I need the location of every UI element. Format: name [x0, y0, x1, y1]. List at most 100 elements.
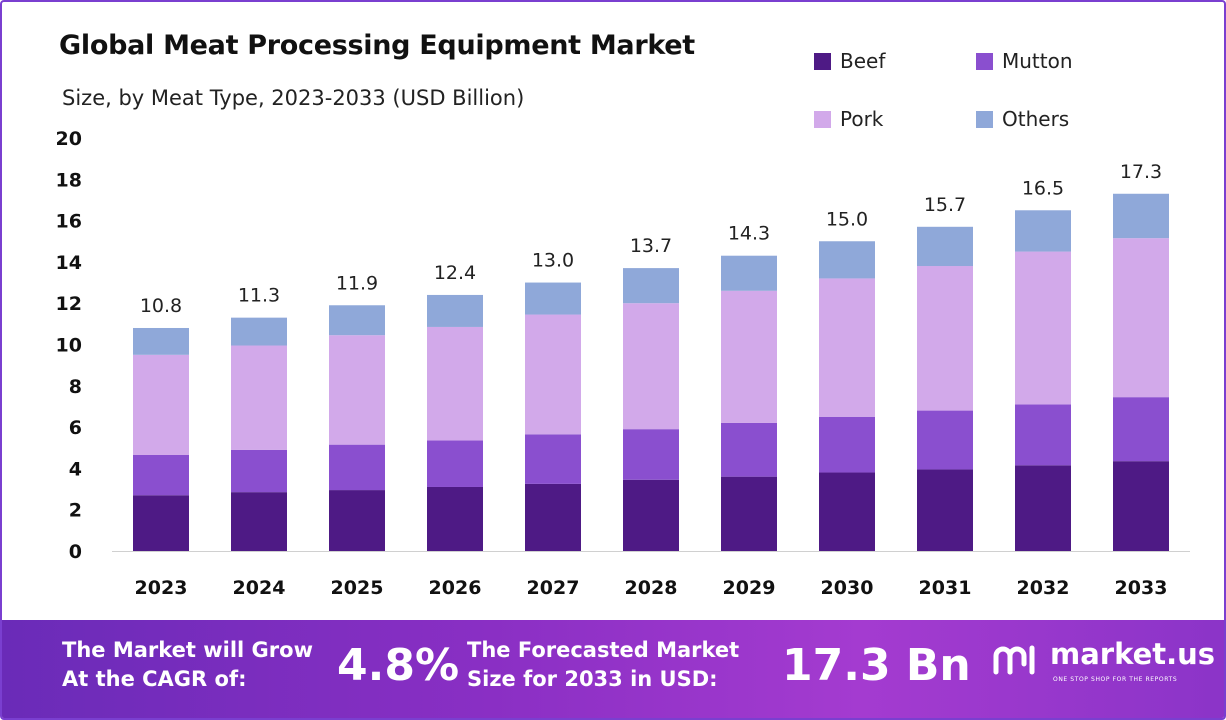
legend-item-pork: Pork — [814, 104, 883, 134]
market-us-logo-icon — [993, 645, 1035, 675]
bar-segment-mutton — [1113, 397, 1169, 462]
legend-label-pork: Pork — [840, 107, 884, 131]
logo-wordmark: market.us — [1050, 637, 1216, 671]
bar-segment-pork — [329, 335, 385, 445]
bar-total-label: 12.4 — [434, 262, 476, 284]
bar-segment-others — [427, 294, 483, 327]
chart-subtitle: Size, by Meat Type, 2023-2033 (USD Billi… — [62, 86, 525, 110]
bar-segment-beef — [525, 483, 581, 551]
x-tick-label: 2031 — [919, 577, 972, 599]
legend-label-beef: Beef — [840, 49, 886, 73]
bar-total-label: 13.0 — [532, 250, 574, 272]
y-tick-label: 2 — [69, 500, 82, 522]
legend-item-mutton: Mutton — [976, 46, 1073, 76]
bar-segment-mutton — [133, 454, 189, 496]
forecast-caption: The Forecasted Market Size for 2033 in U… — [467, 636, 739, 694]
forecast-value: 17.3 Bn — [782, 640, 971, 691]
bar-segment-others — [917, 226, 973, 267]
bar-segment-pork — [917, 266, 973, 411]
bar-segment-mutton — [819, 416, 875, 473]
summary-banner: The Market will Grow At the CAGR of: 4.8… — [2, 620, 1224, 718]
bar-segment-beef — [819, 472, 875, 551]
bar-total-label: 15.7 — [924, 194, 966, 216]
bar-segment-others — [133, 327, 189, 355]
bar-segment-pork — [1015, 251, 1071, 405]
bar-segment-others — [231, 317, 287, 346]
bar-segment-beef — [1113, 461, 1169, 551]
x-tick-label: 2027 — [527, 577, 580, 599]
bar-total-label: 14.3 — [728, 223, 770, 245]
bar-segment-mutton — [721, 422, 777, 477]
bar-segment-beef — [623, 479, 679, 551]
bar-segment-pork — [721, 290, 777, 423]
bar-segment-beef — [721, 476, 777, 551]
bar-segment-others — [1113, 193, 1169, 239]
y-tick-label: 8 — [69, 376, 82, 398]
bar-segment-pork — [1113, 238, 1169, 398]
legend-swatch-pork — [814, 110, 831, 128]
forecast-caption-line-1: The Forecasted Market — [467, 638, 740, 662]
bar-segment-pork — [525, 314, 581, 435]
bar-segment-others — [329, 305, 385, 336]
x-tick-label: 2024 — [233, 577, 286, 599]
y-tick-label: 12 — [56, 293, 82, 315]
bar-total-label: 11.9 — [336, 272, 378, 294]
bar-segment-pork — [427, 326, 483, 441]
legend-swatch-others — [976, 110, 993, 128]
cagr-caption-line-1: The Market will Grow — [62, 638, 313, 662]
logo-tagline: ONE STOP SHOP FOR THE REPORTS — [1053, 676, 1178, 683]
x-tick-label: 2025 — [331, 577, 384, 599]
bar-segment-pork — [133, 354, 189, 455]
legend-swatch-beef — [814, 52, 831, 70]
y-tick-label: 10 — [56, 335, 82, 357]
bar-segment-beef — [427, 486, 483, 551]
bar-segment-others — [819, 241, 875, 279]
bar-segment-beef — [329, 490, 385, 551]
bar-total-label: 17.3 — [1120, 161, 1162, 183]
y-tick-label: 0 — [69, 541, 82, 563]
bar-segment-mutton — [917, 410, 973, 470]
y-tick-label: 14 — [56, 252, 82, 274]
bar-segment-others — [721, 255, 777, 291]
bar-segment-pork — [623, 303, 679, 430]
x-tick-label: 2033 — [1115, 577, 1168, 599]
legend-label-mutton: Mutton — [1002, 49, 1073, 73]
cagr-caption: The Market will Grow At the CAGR of: — [62, 636, 313, 694]
x-tick-label: 2030 — [821, 577, 874, 599]
x-tick-label: 2032 — [1017, 577, 1070, 599]
bar-segment-pork — [819, 278, 875, 417]
bar-segment-others — [1015, 210, 1071, 252]
bar-segment-mutton — [329, 444, 385, 491]
y-tick-label: 18 — [56, 169, 82, 191]
legend-item-beef: Beef — [814, 46, 885, 76]
y-tick-label: 16 — [56, 211, 82, 233]
x-tick-label: 2028 — [625, 577, 678, 599]
bar-segment-mutton — [231, 449, 287, 493]
legend-label-others: Others — [1002, 107, 1070, 131]
bar-segment-beef — [1015, 465, 1071, 551]
cagr-caption-line-2: At the CAGR of: — [62, 667, 247, 691]
legend-swatch-mutton — [976, 52, 993, 70]
bar-total-label: 16.5 — [1022, 177, 1064, 199]
bar-segment-mutton — [525, 434, 581, 484]
cagr-value: 4.8% — [337, 640, 460, 691]
y-tick-label: 20 — [56, 128, 82, 150]
y-tick-label: 6 — [69, 417, 82, 439]
bar-segment-beef — [917, 469, 973, 551]
bar-segment-mutton — [623, 429, 679, 480]
bar-segment-mutton — [1015, 404, 1071, 466]
bar-total-label: 15.0 — [826, 208, 868, 230]
bar-segment-mutton — [427, 440, 483, 487]
bar-total-label: 13.7 — [630, 235, 672, 257]
x-tick-label: 2023 — [135, 577, 188, 599]
forecast-caption-line-2: Size for 2033 in USD: — [467, 667, 718, 691]
chart-title: Global Meat Processing Equipment Market — [59, 30, 695, 61]
bar-segment-others — [623, 268, 679, 304]
bar-segment-beef — [133, 495, 189, 551]
bar-segment-others — [525, 282, 581, 315]
bar-total-label: 10.8 — [140, 295, 182, 317]
bar-segment-pork — [231, 345, 287, 450]
bar-segment-beef — [231, 492, 287, 551]
chart-legend: Beef Mutton Pork Others — [814, 46, 1144, 146]
